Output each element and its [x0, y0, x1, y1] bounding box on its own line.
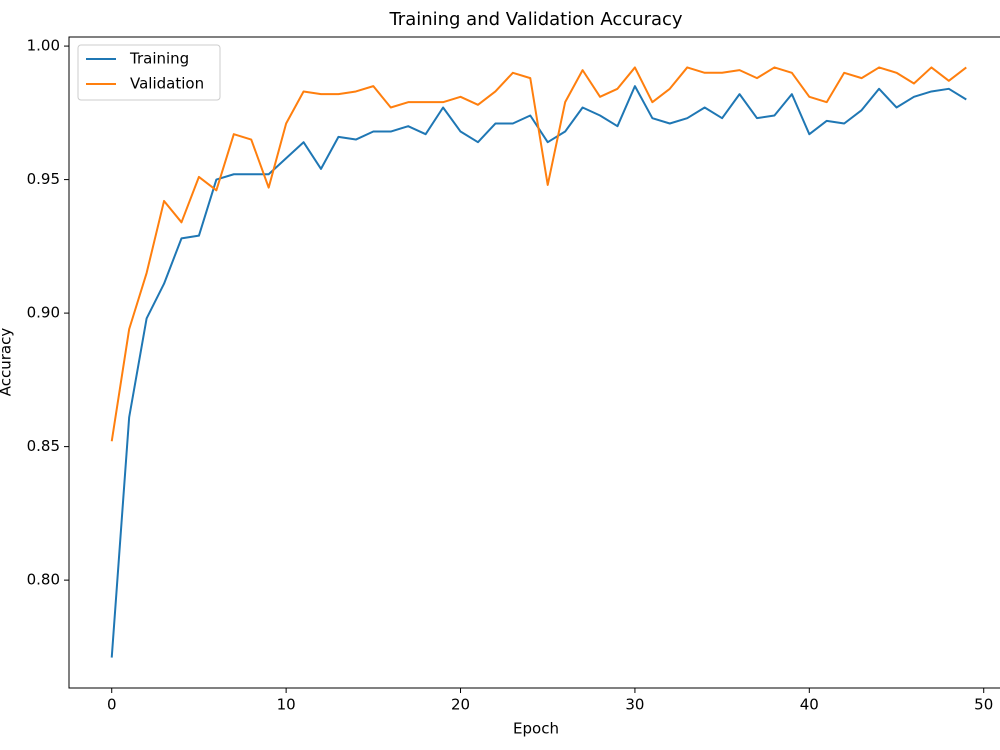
legend-label: Validation [130, 75, 204, 93]
x-tick-label: 10 [277, 696, 296, 714]
y-tick-label: 0.90 [27, 304, 60, 322]
chart-title: Training and Validation Accuracy [388, 9, 682, 30]
y-axis-label: Accuracy [0, 328, 15, 397]
plot-frame [68, 36, 1000, 689]
series-line [110, 85, 967, 658]
series-line [110, 66, 967, 442]
x-tick-label: 50 [974, 696, 993, 714]
x-axis-label: Epoch [513, 720, 559, 738]
y-tick-label: 0.95 [27, 170, 60, 188]
y-tick-label: 0.80 [27, 571, 60, 589]
x-tick-label: 40 [800, 696, 819, 714]
x-tick-label: 20 [451, 696, 470, 714]
y-tick-label: 1.00 [27, 37, 60, 55]
y-tick-label: 0.85 [27, 437, 60, 455]
x-tick-label: 30 [625, 696, 644, 714]
legend-label: Training [129, 50, 189, 68]
x-tick-label: 0 [107, 696, 117, 714]
